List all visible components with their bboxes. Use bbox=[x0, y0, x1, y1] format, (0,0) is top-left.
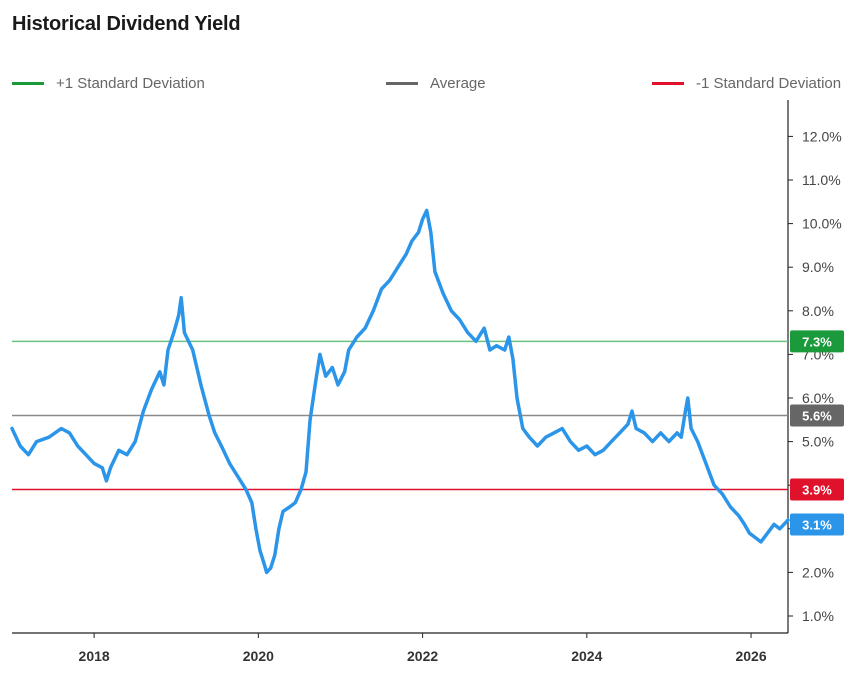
legend-item-average: Average bbox=[386, 75, 486, 92]
legend-swatch-gray bbox=[386, 82, 418, 85]
y-tick-label: 9.0% bbox=[802, 259, 834, 275]
y-tick-label: 6.0% bbox=[802, 390, 834, 406]
legend-label-plus-std: +1 Standard Deviation bbox=[56, 75, 205, 92]
reference--1-standard-deviation-badge-label: 7.3% bbox=[802, 334, 832, 349]
x-tick-label: 2026 bbox=[735, 648, 766, 664]
y-tick-label: 11.0% bbox=[802, 172, 841, 188]
chart-title: Historical Dividend Yield bbox=[12, 13, 241, 35]
x-tick-label: 2024 bbox=[571, 648, 602, 664]
x-tick-label: 2022 bbox=[407, 648, 438, 664]
current-value-badge-label: 3.1% bbox=[802, 517, 832, 532]
y-tick-label: 10.0% bbox=[802, 216, 842, 232]
current-value-badge bbox=[790, 513, 844, 536]
legend-label-average: Average bbox=[430, 75, 486, 92]
x-tick-label: 2020 bbox=[243, 648, 274, 664]
legend-item-minus-std: -1 Standard Deviation bbox=[652, 75, 841, 92]
reference--1-standard-deviation-badge bbox=[790, 478, 844, 501]
reference--1-standard-deviation-badge-label: 3.9% bbox=[802, 483, 832, 498]
reference--1-standard-deviation-badge bbox=[790, 330, 844, 353]
reference-average-badge-label: 5.6% bbox=[802, 408, 832, 423]
legend-swatch-red bbox=[652, 82, 684, 85]
legend-swatch-green bbox=[12, 82, 44, 85]
y-tick-label: 1.0% bbox=[802, 608, 834, 624]
legend-item-plus-std: +1 Standard Deviation bbox=[12, 75, 205, 92]
series-line-dividend-yield bbox=[10, 208, 790, 575]
y-tick-label: 5.0% bbox=[802, 434, 834, 450]
y-tick-label: 2.0% bbox=[802, 564, 834, 580]
reference-average-badge bbox=[790, 404, 844, 427]
legend-label-minus-std: -1 Standard Deviation bbox=[696, 75, 842, 92]
y-tick-label: 8.0% bbox=[802, 303, 834, 319]
y-tick-label: 12.0% bbox=[802, 128, 842, 144]
x-tick-label: 2018 bbox=[79, 648, 110, 664]
